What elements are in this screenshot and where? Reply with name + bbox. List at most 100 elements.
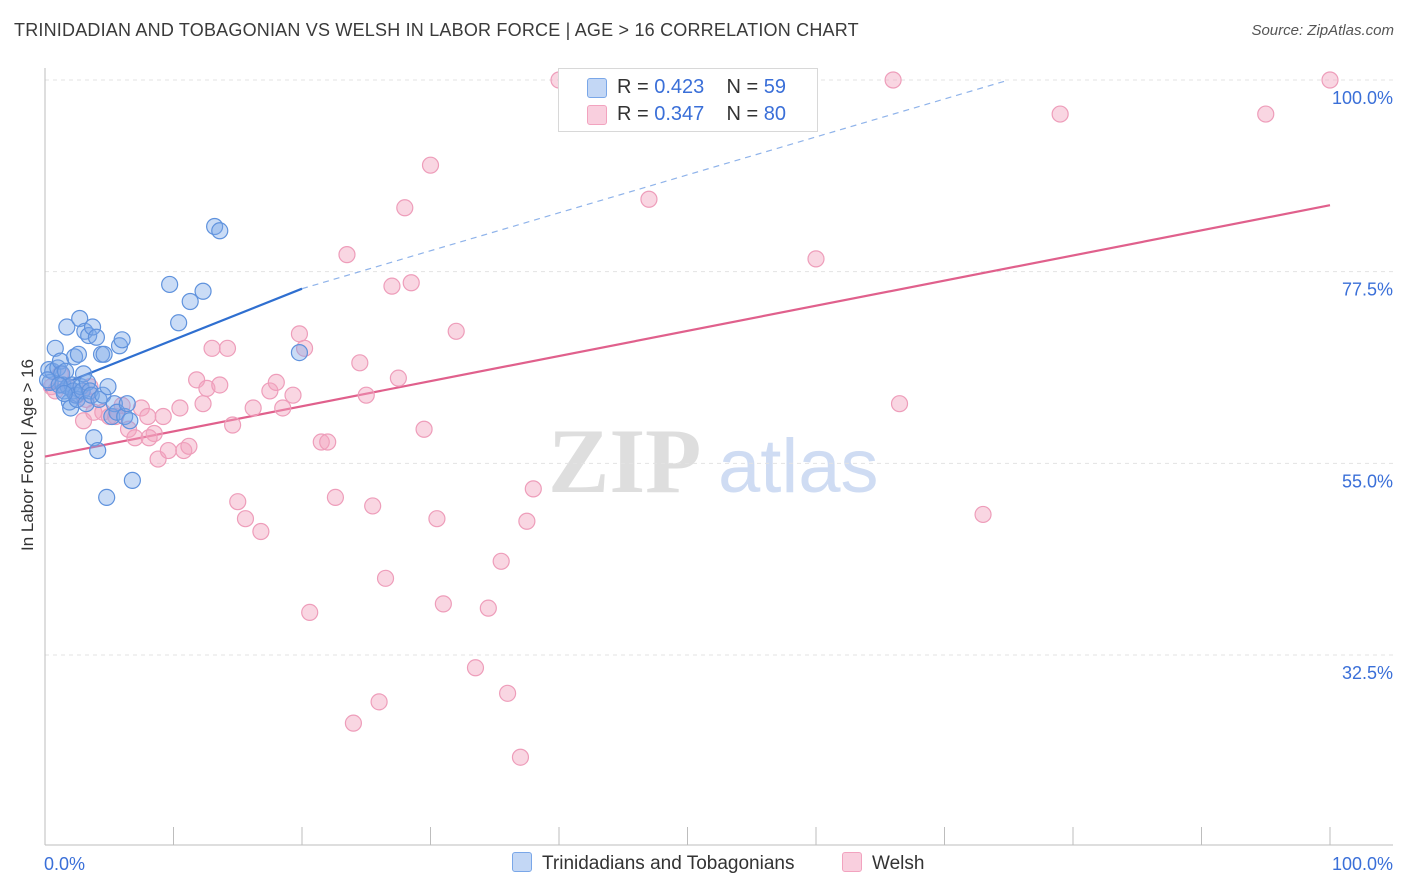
welsh-point [351, 354, 369, 372]
welsh-point [421, 156, 440, 174]
legend-n-label: N = [726, 103, 759, 125]
x-tick-label: 100.0% [1332, 854, 1393, 874]
trinidadian-point [95, 345, 113, 363]
trinidadian-point [71, 309, 89, 328]
welsh-point [383, 277, 401, 295]
welsh-point [344, 714, 362, 732]
trinidadian-point [89, 441, 107, 460]
welsh-point [447, 322, 465, 340]
trinidadian-points [38, 217, 309, 507]
y-tick-label: 77.5% [1342, 280, 1393, 300]
welsh-point [479, 599, 497, 617]
welsh-point [396, 199, 414, 217]
legend-n-value-pink: 80 [763, 103, 787, 125]
trinidadian-point [69, 345, 88, 363]
welsh-point [261, 382, 279, 400]
welsh-point [198, 379, 216, 397]
legend-r-label: R = [617, 76, 649, 98]
trinidadian-trend-extension [301, 79, 1009, 290]
welsh-point [224, 416, 242, 434]
trinidadian-point [94, 386, 112, 404]
trinidadian-point [181, 292, 199, 311]
welsh-point [466, 659, 485, 677]
trinidadian-point [50, 376, 68, 394]
y-tick-label: 32.5% [1342, 663, 1393, 683]
welsh-point [139, 407, 157, 426]
gridlines [45, 79, 1393, 656]
welsh-point [267, 373, 285, 392]
welsh-point [159, 441, 177, 460]
welsh-point [364, 497, 382, 515]
trinidadian-point [98, 488, 116, 507]
welsh-points [42, 71, 1339, 766]
stats-legend: R = 0.423 N = 59 R = 0.347 N = 80 [558, 68, 818, 132]
trend-lines [44, 79, 1331, 458]
y-axis-label: In Labor Force | Age > 16 [18, 358, 37, 552]
legend-swatch-pink [587, 105, 607, 125]
welsh-point [415, 420, 433, 438]
welsh-point [203, 339, 221, 357]
welsh-point [434, 595, 452, 613]
welsh-point [274, 399, 292, 417]
welsh-point [119, 420, 138, 438]
welsh-point [357, 386, 375, 404]
legend-swatch-blue [587, 78, 607, 98]
trinidadian-point [99, 378, 117, 396]
x-tick-label: 0.0% [44, 854, 85, 874]
y-tick-label: 55.0% [1342, 471, 1393, 491]
welsh-point [376, 569, 395, 587]
legend-r-value-blue: 0.423 [654, 76, 705, 98]
welsh-point [884, 71, 902, 89]
welsh-point [428, 510, 446, 528]
welsh-point [338, 246, 356, 264]
bottom-legend-swatch-blue [512, 852, 532, 872]
legend-row-pink: R = 0.347 N = 80 [617, 103, 786, 126]
legend-r-label: R = [617, 103, 649, 125]
welsh-point [1321, 71, 1339, 89]
trinidadian-point [85, 429, 103, 447]
bottom-legend-trinidadian: Trinidadians and Tobagonians [512, 852, 794, 875]
welsh-point [402, 274, 420, 292]
trinidadian-point [118, 395, 136, 413]
welsh-point [326, 488, 345, 507]
bottom-legend-welsh: Welsh [842, 852, 924, 875]
welsh-point [524, 480, 542, 498]
welsh-point [290, 325, 309, 343]
watermark-zip: ZIP [548, 410, 701, 512]
welsh-point [312, 433, 330, 451]
welsh-point [511, 748, 530, 766]
welsh-point [180, 437, 198, 455]
trinidadian-point [121, 412, 139, 430]
welsh-trend-line [44, 204, 1331, 458]
trinidadian-point [87, 328, 106, 346]
welsh-point [140, 429, 158, 447]
trinidadian-point [161, 275, 179, 294]
welsh-point [499, 684, 517, 702]
watermark-atlas: atlas [718, 424, 879, 509]
welsh-point [194, 395, 212, 413]
welsh-point [301, 603, 319, 622]
watermark: ZIP atlas [548, 410, 879, 512]
trinidadian-point [123, 471, 141, 489]
welsh-point [389, 369, 407, 387]
welsh-point [640, 190, 658, 208]
welsh-point [236, 510, 255, 528]
bottom-legend-label-pink: Welsh [872, 853, 925, 874]
trinidadian-point [170, 314, 188, 332]
trinidadian-point [113, 331, 131, 349]
welsh-point [244, 399, 262, 417]
welsh-point [319, 433, 337, 451]
welsh-point [492, 552, 510, 570]
legend-r-value-pink: 0.347 [654, 103, 705, 125]
trinidadian-point [77, 395, 95, 413]
legend-n-label: N = [726, 76, 759, 98]
welsh-point [890, 395, 909, 413]
trinidadian-point [55, 384, 73, 403]
trinidadian-point [211, 222, 229, 240]
welsh-point [252, 522, 270, 541]
source-label: Source: ZipAtlas.com [1251, 22, 1394, 39]
trinidadian-point [290, 343, 309, 362]
welsh-point [370, 693, 388, 711]
trinidadian-point [46, 339, 64, 357]
bottom-legend-label-blue: Trinidadians and Tobagonians [542, 853, 795, 874]
